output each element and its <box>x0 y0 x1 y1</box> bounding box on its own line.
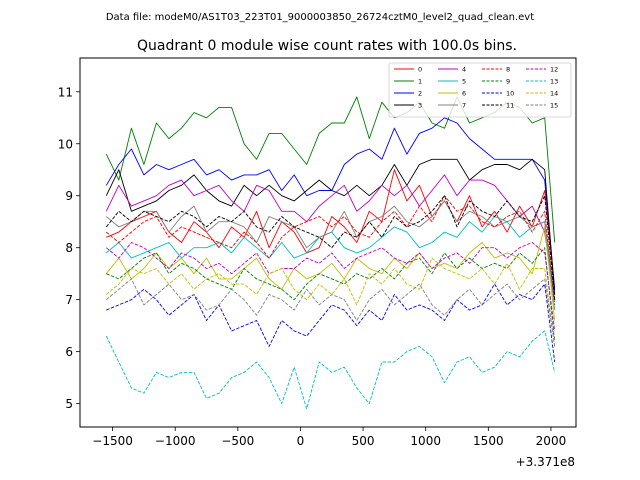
legend-frame <box>388 62 572 118</box>
series-line-12 <box>106 242 556 331</box>
x-tick-label: 2000 <box>536 434 567 448</box>
legend-label-14: 14 <box>550 89 558 97</box>
legend-label-0: 0 <box>418 65 422 73</box>
x-tick-label: −500 <box>221 434 254 448</box>
legend-label-10: 10 <box>506 89 514 97</box>
series-line-7 <box>106 200 556 300</box>
series-line-6 <box>105 226 556 321</box>
chart-title: Quadrant 0 module wise count rates with … <box>137 38 517 54</box>
series-line-8 <box>106 195 556 305</box>
series-line-15 <box>106 278 556 347</box>
x-tick-label: −1500 <box>92 434 133 448</box>
series-line-13 <box>105 330 556 410</box>
figure-suptitle: Data file: modeM0/AS1T03_223T01_90000038… <box>106 12 534 23</box>
x-tick-label: −1000 <box>155 434 196 448</box>
series-line-9 <box>106 247 556 342</box>
legend-label-5: 5 <box>462 77 466 85</box>
x-offset-label: +3.371e8 <box>516 455 575 469</box>
series-line-11 <box>105 195 556 300</box>
y-tick-label: 8 <box>65 241 73 255</box>
series-layer <box>105 96 556 410</box>
series-line-3 <box>105 158 556 295</box>
legend-label-9: 9 <box>506 77 510 85</box>
series-line-1 <box>105 96 556 243</box>
x-tick-label: 0 <box>297 434 305 448</box>
y-axis: 5 6 7 8 9 10 11 <box>58 85 80 411</box>
y-tick-label: 10 <box>58 137 73 151</box>
y-tick-label: 9 <box>65 189 73 203</box>
x-tick-label: 1500 <box>473 434 504 448</box>
legend-label-8: 8 <box>506 65 510 73</box>
legend-label-15: 15 <box>550 101 558 109</box>
x-tick-label: 1000 <box>410 434 441 448</box>
legend-label-11: 11 <box>506 101 514 109</box>
series-line-0 <box>106 169 556 290</box>
legend-label-6: 6 <box>462 89 466 97</box>
x-tick-label: 500 <box>352 434 375 448</box>
legend-label-13: 13 <box>550 77 558 85</box>
series-line-10 <box>106 283 556 363</box>
legend-label-7: 7 <box>462 101 466 109</box>
legend-label-2: 2 <box>418 89 422 97</box>
series-line-4 <box>105 174 556 300</box>
x-axis: −1500 −1000 −500 0 500 1000 1500 2000 <box>92 427 566 448</box>
legend-label-12: 12 <box>550 65 558 73</box>
legend-label-1: 1 <box>418 77 422 85</box>
y-tick-label: 5 <box>65 397 73 411</box>
plot-frame <box>79 57 577 428</box>
legend-label-3: 3 <box>418 101 422 109</box>
y-tick-label: 6 <box>65 345 73 359</box>
y-tick-label: 7 <box>65 293 73 307</box>
legend-label-4: 4 <box>462 65 466 73</box>
y-tick-label: 11 <box>58 85 73 99</box>
